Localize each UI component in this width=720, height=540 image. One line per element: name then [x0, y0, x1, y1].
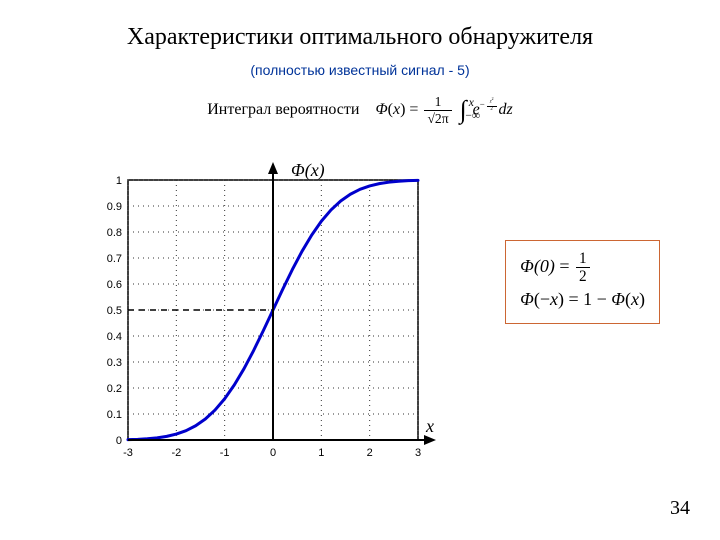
svg-text:Φ(x): Φ(x): [291, 160, 325, 181]
integral-definition: Интеграл вероятности Φ(x) = 1√2π ∫x−∞ e−…: [0, 95, 720, 125]
svg-text:1: 1: [318, 447, 324, 459]
svg-text:1: 1: [116, 175, 122, 187]
properties-box: Φ(0) = 12 Φ(−x) = 1 − Φ(x): [505, 240, 660, 324]
svg-text:0.6: 0.6: [107, 279, 122, 291]
svg-text:0.9: 0.9: [107, 201, 122, 213]
chart-svg: -3 -2 -1 0 1 2 3 0 0.1 0.2 0.3 0.4 0.5 0.6 0.7 0.8 0.9 1 Φ…: [70, 160, 450, 480]
svg-text:0.5: 0.5: [107, 305, 122, 317]
integral-label: Интеграл вероятности: [207, 101, 359, 118]
svg-text:0.8: 0.8: [107, 227, 122, 239]
phi-chart: -3 -2 -1 0 1 2 3 0 0.1 0.2 0.3 0.4 0.5 0.6 0.7 0.8 0.9 1 Φ…: [70, 160, 450, 480]
svg-text:x: x: [425, 416, 434, 436]
svg-text:0.4: 0.4: [107, 331, 122, 343]
page-number: 34: [670, 497, 690, 520]
svg-text:2: 2: [367, 447, 373, 459]
svg-text:0.1: 0.1: [107, 409, 122, 421]
svg-text:0: 0: [116, 435, 122, 447]
svg-text:0.2: 0.2: [107, 383, 122, 395]
slide-subtitle: (полностью известный сигнал - 5): [0, 62, 720, 78]
svg-text:0.7: 0.7: [107, 253, 122, 265]
property-phi-zero: Φ(0) = 12: [520, 251, 645, 285]
svg-text:0.3: 0.3: [107, 357, 122, 369]
property-phi-symmetry: Φ(−x) = 1 − Φ(x): [520, 285, 645, 314]
slide-title: Характеристики оптимального обнаружителя: [0, 24, 720, 51]
svg-text:0: 0: [270, 447, 276, 459]
svg-text:-2: -2: [171, 447, 181, 459]
svg-text:3: 3: [415, 447, 421, 459]
svg-text:-1: -1: [220, 447, 230, 459]
svg-text:-3: -3: [123, 447, 133, 459]
